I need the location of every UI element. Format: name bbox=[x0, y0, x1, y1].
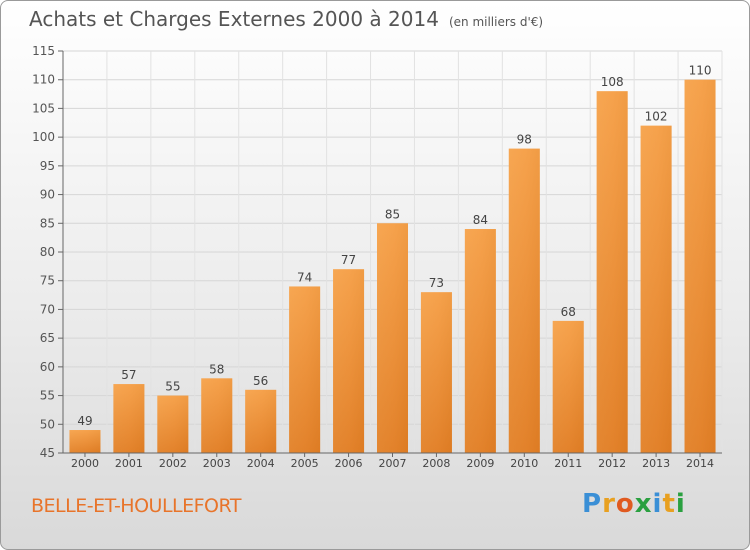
data-label: 74 bbox=[297, 270, 312, 284]
bar-shade bbox=[201, 378, 233, 453]
logo-letter: t bbox=[662, 489, 676, 519]
bar-shade bbox=[113, 384, 145, 453]
x-tick-label: 2011 bbox=[554, 457, 582, 470]
logo-letter: P bbox=[582, 489, 603, 519]
y-tick-label: 45 bbox=[40, 446, 55, 460]
data-label: 77 bbox=[341, 253, 356, 267]
y-tick-label: 80 bbox=[40, 245, 55, 259]
y-tick-label: 105 bbox=[32, 101, 55, 115]
y-tick-label: 70 bbox=[40, 302, 55, 316]
x-tick-label: 2007 bbox=[379, 457, 407, 470]
logo-letter: i bbox=[675, 489, 686, 519]
x-tick-label: 2002 bbox=[159, 457, 187, 470]
data-label: 102 bbox=[645, 110, 668, 124]
bar-shade bbox=[289, 286, 321, 453]
bar-shade bbox=[157, 395, 189, 453]
data-label: 98 bbox=[517, 133, 532, 147]
x-tick-label: 2014 bbox=[686, 457, 714, 470]
y-tick-label: 60 bbox=[40, 360, 55, 374]
x-tick-label: 2013 bbox=[642, 457, 670, 470]
x-tick-label: 2003 bbox=[203, 457, 231, 470]
data-label: 85 bbox=[385, 207, 400, 221]
bar-shade bbox=[333, 269, 365, 453]
y-tick-label: 65 bbox=[40, 331, 55, 345]
bar-shade bbox=[596, 91, 628, 453]
data-label: 55 bbox=[165, 380, 180, 394]
y-tick-label: 100 bbox=[32, 130, 55, 144]
logo-letter: x bbox=[634, 489, 653, 519]
y-tick-label: 55 bbox=[40, 389, 55, 403]
x-tick-label: 2005 bbox=[291, 457, 319, 470]
x-tick-label: 2000 bbox=[71, 457, 99, 470]
x-tick-label: 2004 bbox=[247, 457, 275, 470]
y-tick-label: 85 bbox=[40, 216, 55, 230]
data-label: 73 bbox=[429, 276, 444, 290]
y-tick-label: 75 bbox=[40, 274, 55, 288]
data-label: 84 bbox=[473, 213, 488, 227]
data-label: 110 bbox=[689, 64, 712, 78]
bar-shade bbox=[69, 430, 101, 453]
bar-shade bbox=[640, 125, 672, 454]
bar-shade bbox=[420, 292, 452, 453]
bar-shade bbox=[377, 223, 408, 453]
bar-shade bbox=[684, 79, 716, 453]
logo-letter: i bbox=[652, 489, 663, 519]
data-label: 57 bbox=[121, 368, 136, 382]
bar-shade bbox=[552, 320, 584, 453]
logo-letter: o bbox=[615, 489, 635, 519]
title-text: Achats et Charges Externes 2000 à 2014 bbox=[29, 7, 439, 31]
x-tick-label: 2001 bbox=[115, 457, 143, 470]
y-tick-label: 95 bbox=[40, 159, 55, 173]
proxiti-logo: Proxiti bbox=[582, 489, 686, 519]
data-label: 56 bbox=[253, 374, 268, 388]
y-tick-label: 50 bbox=[40, 417, 55, 431]
x-tick-label: 2008 bbox=[422, 457, 450, 470]
title-unit: (en milliers d'€) bbox=[448, 15, 544, 29]
x-tick-label: 2006 bbox=[335, 457, 363, 470]
data-label: 68 bbox=[561, 305, 576, 319]
x-tick-label: 2010 bbox=[510, 457, 538, 470]
bar-shade bbox=[464, 229, 496, 453]
commune-name: BELLE-ET-HOULLEFORT bbox=[31, 495, 241, 517]
logo-letter: r bbox=[602, 489, 616, 519]
data-label: 49 bbox=[77, 414, 92, 428]
y-tick-label: 90 bbox=[40, 188, 55, 202]
x-tick-label: 2012 bbox=[598, 457, 626, 470]
data-label: 58 bbox=[209, 362, 224, 376]
data-label: 108 bbox=[601, 75, 624, 89]
chart-title: Achats et Charges Externes 2000 à 2014 (e… bbox=[29, 7, 543, 31]
x-tick-label: 2009 bbox=[466, 457, 494, 470]
y-tick-label: 115 bbox=[32, 44, 55, 58]
y-tick-label: 110 bbox=[32, 73, 55, 87]
bar-shade bbox=[508, 148, 540, 453]
bar-shade bbox=[245, 389, 277, 453]
